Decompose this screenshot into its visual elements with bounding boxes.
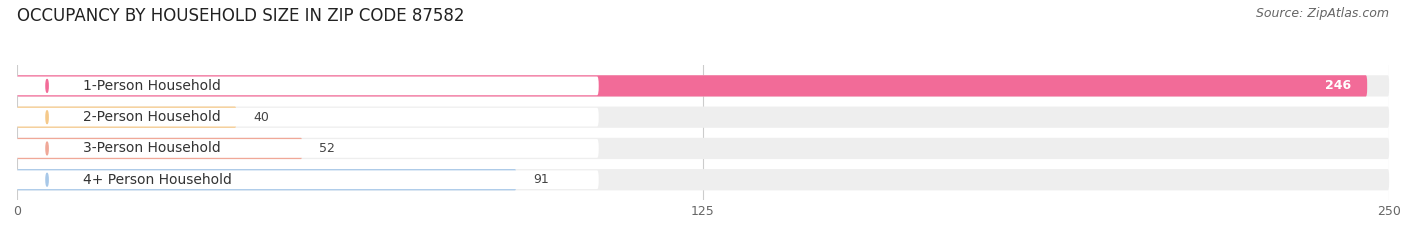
- FancyBboxPatch shape: [17, 169, 516, 190]
- Text: 40: 40: [253, 111, 269, 124]
- FancyBboxPatch shape: [17, 138, 1389, 159]
- FancyBboxPatch shape: [11, 139, 599, 158]
- Circle shape: [46, 142, 48, 155]
- FancyBboxPatch shape: [17, 75, 1389, 96]
- FancyBboxPatch shape: [17, 106, 1389, 128]
- FancyBboxPatch shape: [11, 76, 599, 95]
- Text: 3-Person Household: 3-Person Household: [83, 141, 221, 155]
- FancyBboxPatch shape: [11, 108, 599, 127]
- FancyBboxPatch shape: [11, 170, 599, 189]
- Circle shape: [46, 111, 48, 123]
- Text: 4+ Person Household: 4+ Person Household: [83, 173, 232, 187]
- Circle shape: [46, 79, 48, 92]
- Text: 2-Person Household: 2-Person Household: [83, 110, 221, 124]
- Text: 1-Person Household: 1-Person Household: [83, 79, 221, 93]
- FancyBboxPatch shape: [17, 75, 1367, 96]
- Text: OCCUPANCY BY HOUSEHOLD SIZE IN ZIP CODE 87582: OCCUPANCY BY HOUSEHOLD SIZE IN ZIP CODE …: [17, 7, 464, 25]
- Text: Source: ZipAtlas.com: Source: ZipAtlas.com: [1256, 7, 1389, 20]
- FancyBboxPatch shape: [17, 106, 236, 128]
- Text: 246: 246: [1324, 79, 1351, 93]
- FancyBboxPatch shape: [17, 138, 302, 159]
- Circle shape: [46, 173, 48, 186]
- Text: 52: 52: [319, 142, 335, 155]
- Text: 91: 91: [533, 173, 548, 186]
- FancyBboxPatch shape: [17, 169, 1389, 190]
